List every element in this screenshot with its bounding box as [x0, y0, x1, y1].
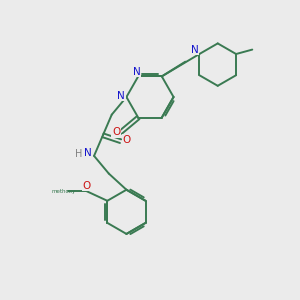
Text: O: O	[122, 135, 130, 145]
Text: O: O	[112, 127, 120, 137]
Text: methoxy: methoxy	[51, 189, 75, 194]
Text: N: N	[133, 67, 141, 77]
Text: N: N	[84, 148, 92, 158]
Text: N: N	[191, 45, 199, 55]
Text: O: O	[82, 181, 91, 191]
Text: H: H	[75, 149, 82, 159]
Text: N: N	[117, 91, 125, 100]
